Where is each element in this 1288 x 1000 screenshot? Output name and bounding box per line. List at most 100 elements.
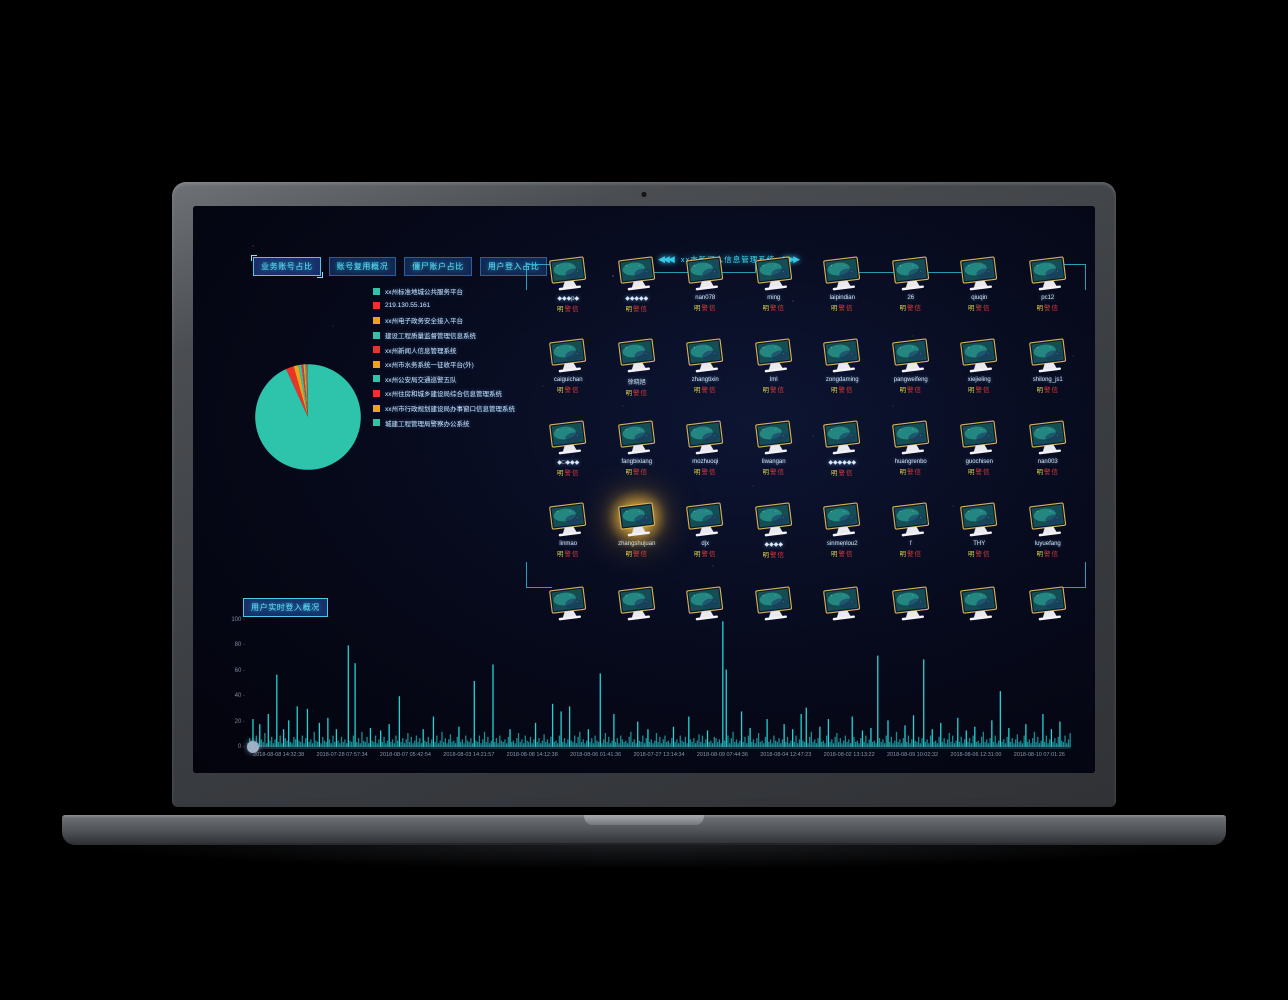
bar[interactable] [351, 741, 353, 747]
bar[interactable] [749, 727, 751, 747]
bar[interactable] [628, 736, 630, 747]
bar[interactable] [439, 740, 441, 747]
pie-slice[interactable] [255, 364, 361, 470]
bar[interactable] [342, 741, 344, 747]
bar[interactable] [953, 743, 956, 747]
bar[interactable] [286, 740, 288, 747]
bar[interactable] [945, 743, 947, 747]
bar[interactable] [393, 743, 395, 747]
bar[interactable] [431, 739, 433, 747]
bar[interactable] [703, 743, 705, 747]
bar[interactable] [267, 713, 269, 747]
bar[interactable] [550, 736, 552, 747]
bar[interactable] [807, 743, 809, 747]
bar[interactable] [773, 735, 775, 747]
bar[interactable] [924, 741, 927, 747]
bar[interactable] [718, 739, 721, 747]
bar[interactable] [929, 735, 932, 747]
bar[interactable] [323, 740, 326, 747]
bar[interactable] [916, 741, 918, 747]
bar[interactable] [715, 738, 717, 747]
chart-scroll-handle[interactable] [247, 741, 259, 753]
bar[interactable] [1001, 741, 1003, 747]
bar[interactable] [633, 739, 635, 747]
bar[interactable] [817, 738, 819, 747]
bar[interactable] [1032, 738, 1034, 747]
bar[interactable] [1066, 743, 1068, 747]
bar[interactable] [1067, 739, 1070, 747]
bar[interactable] [618, 743, 620, 747]
bar[interactable] [368, 743, 370, 747]
bar[interactable] [621, 739, 624, 747]
legend-item[interactable]: 219.130.55.161 [373, 299, 515, 314]
bar[interactable] [894, 740, 896, 747]
bar[interactable] [987, 743, 990, 747]
bar[interactable] [802, 740, 804, 747]
bar[interactable] [616, 738, 618, 747]
bar[interactable] [873, 740, 876, 747]
bar[interactable] [705, 739, 707, 747]
bar[interactable] [407, 733, 409, 747]
bar[interactable] [722, 621, 724, 747]
monitor-node[interactable]: zhangshujuan 明警信 [603, 496, 672, 578]
bar[interactable] [408, 741, 411, 747]
bar[interactable] [759, 741, 761, 747]
bar[interactable] [540, 743, 542, 747]
bar[interactable] [427, 736, 429, 747]
legend-item[interactable]: xx州公安局交通巡警五队 [373, 372, 515, 387]
bar[interactable] [803, 741, 806, 747]
bar[interactable] [551, 703, 554, 747]
pie-slice[interactable] [298, 364, 308, 417]
bar[interactable] [652, 743, 654, 747]
bar[interactable] [274, 739, 276, 747]
bar[interactable] [810, 731, 813, 747]
bar[interactable] [861, 730, 864, 747]
bar[interactable] [284, 738, 286, 747]
bar[interactable] [960, 736, 962, 747]
bar[interactable] [585, 740, 588, 747]
bar[interactable] [277, 741, 280, 747]
monitor-node[interactable]: 徐晓旭 明警信 [603, 332, 672, 414]
bar[interactable] [1055, 743, 1058, 747]
bar[interactable] [453, 740, 455, 747]
bar[interactable] [514, 743, 516, 747]
bar[interactable] [373, 741, 375, 747]
bar[interactable] [1020, 740, 1022, 747]
bar[interactable] [1006, 736, 1008, 747]
bar[interactable] [1003, 739, 1005, 747]
bar[interactable] [911, 739, 913, 747]
bar[interactable] [771, 743, 773, 747]
bar[interactable] [866, 743, 869, 747]
bar[interactable] [793, 741, 795, 747]
bar[interactable] [875, 743, 877, 747]
bar[interactable] [288, 720, 290, 747]
bar[interactable] [666, 741, 668, 747]
bar[interactable] [422, 729, 424, 747]
bar[interactable] [727, 735, 729, 747]
bar[interactable] [366, 736, 368, 747]
monitor-node[interactable] [534, 580, 603, 626]
bar[interactable] [463, 743, 465, 747]
bar[interactable] [1062, 741, 1064, 747]
bar[interactable] [410, 736, 412, 747]
bar[interactable] [294, 739, 297, 747]
bar[interactable] [580, 741, 583, 747]
bar[interactable] [279, 735, 281, 747]
bar[interactable] [483, 731, 486, 747]
bar[interactable] [272, 743, 275, 747]
bar[interactable] [555, 740, 557, 747]
bar[interactable] [391, 739, 394, 747]
bar[interactable] [737, 743, 739, 747]
bar[interactable] [1008, 727, 1010, 747]
bar[interactable] [776, 741, 778, 747]
pie-slice[interactable] [293, 365, 308, 417]
bar[interactable] [414, 740, 416, 747]
bar[interactable] [451, 741, 453, 747]
bar[interactable] [461, 739, 464, 747]
monitor-node[interactable]: lml 明警信 [740, 332, 809, 414]
bar[interactable] [756, 738, 758, 747]
bar[interactable] [904, 725, 906, 747]
bar[interactable] [832, 743, 835, 747]
tab-business-account-ratio[interactable]: 业务账号占比 [251, 255, 323, 278]
bar[interactable] [265, 743, 268, 747]
